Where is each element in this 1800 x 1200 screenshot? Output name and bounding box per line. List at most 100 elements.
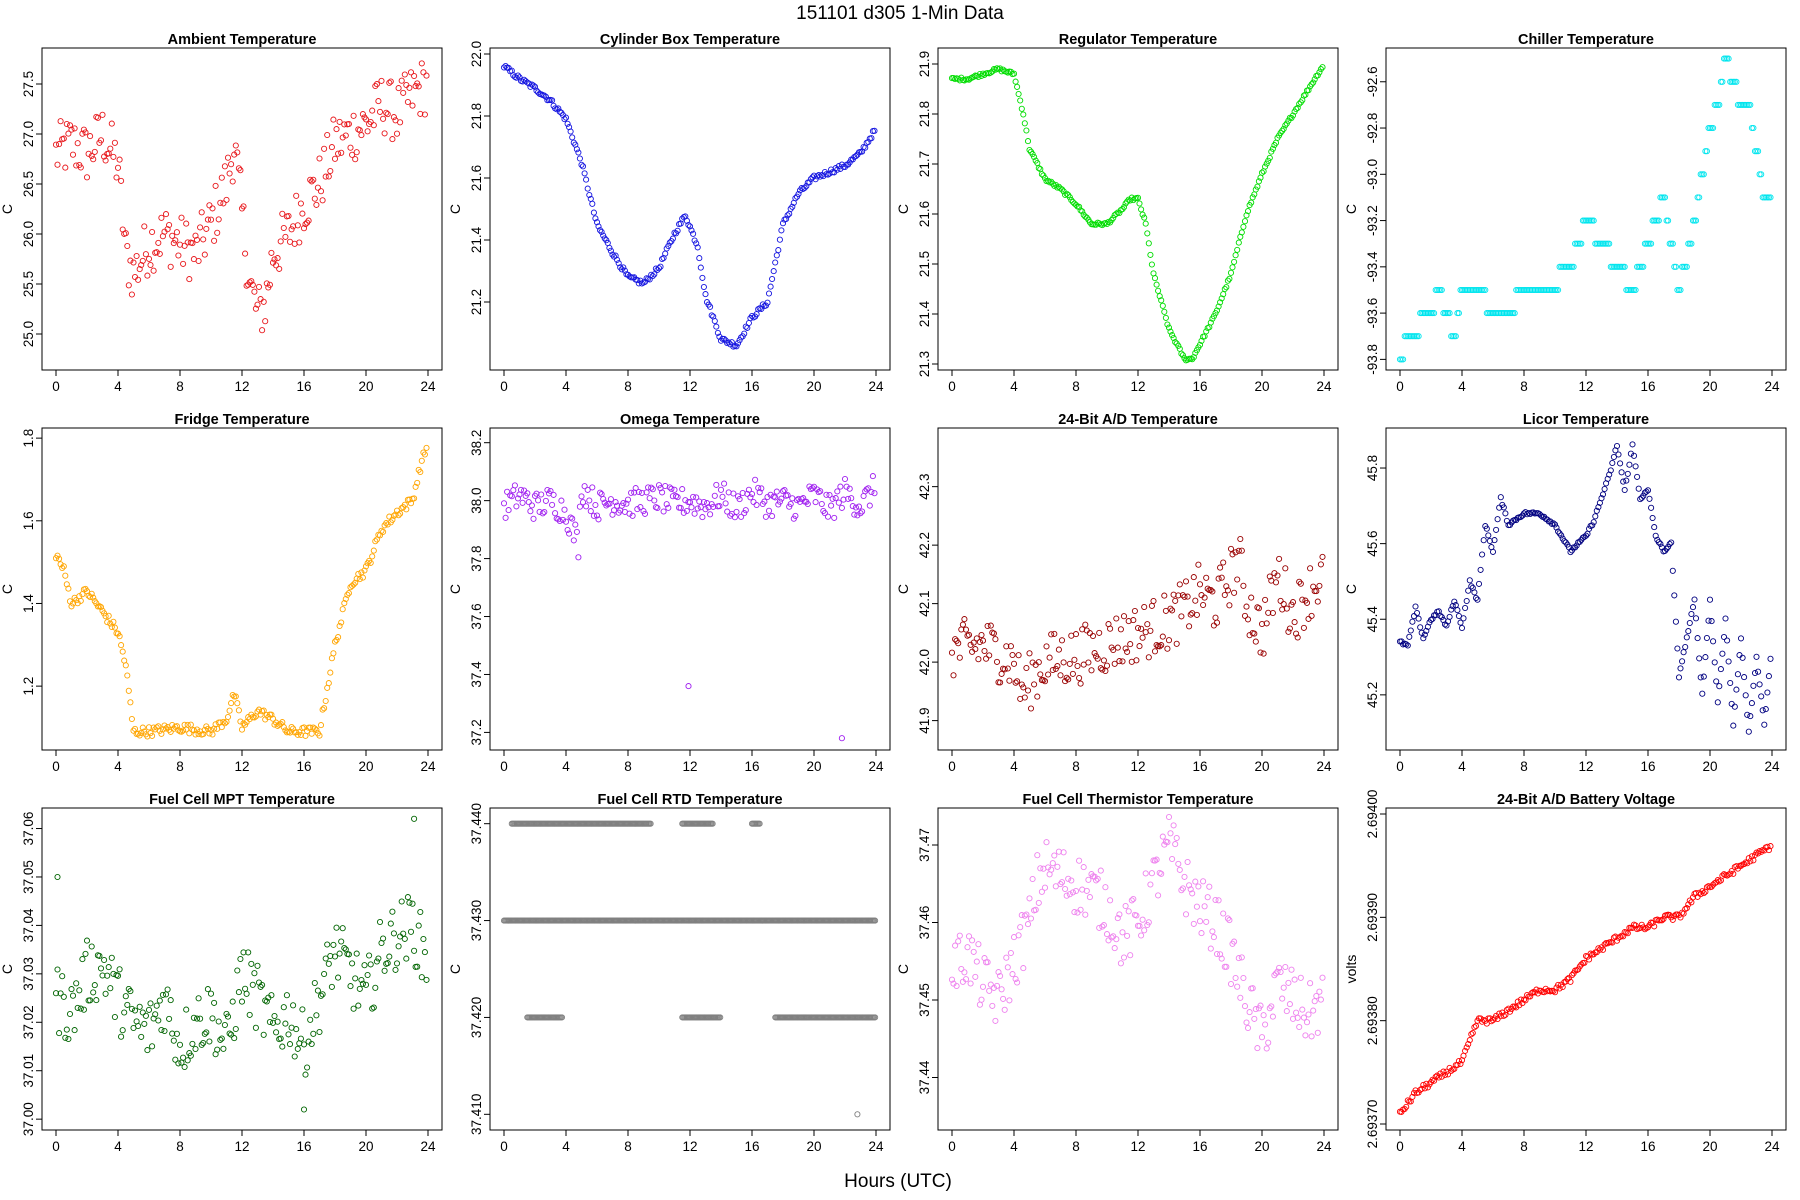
data-point xyxy=(197,224,204,231)
x-tick-label: 0 xyxy=(948,759,956,774)
data-point xyxy=(1658,194,1665,201)
data-point xyxy=(397,510,404,517)
data-point xyxy=(778,495,785,502)
y-tick-label: 37.4 xyxy=(469,661,484,688)
data-point xyxy=(1462,286,1469,294)
data-point xyxy=(97,604,105,611)
data-point xyxy=(232,142,239,149)
data-point xyxy=(286,729,294,736)
x-tick-label: 20 xyxy=(1702,1139,1717,1154)
data-point xyxy=(838,504,845,511)
data-point xyxy=(1051,630,1058,637)
data-point xyxy=(1213,619,1221,626)
data-point xyxy=(116,633,123,640)
data-point xyxy=(872,917,879,924)
data-point xyxy=(1663,545,1670,552)
data-point xyxy=(1308,612,1315,619)
data-point xyxy=(804,500,811,508)
data-point xyxy=(1113,210,1120,217)
data-point xyxy=(1241,1003,1249,1010)
data-point xyxy=(251,714,258,721)
data-point xyxy=(1762,706,1769,713)
x-tick-label: 20 xyxy=(1702,759,1717,774)
data-point xyxy=(1761,847,1768,854)
data-point xyxy=(1630,452,1638,459)
x-tick-label: 16 xyxy=(296,759,311,774)
data-point xyxy=(372,538,379,545)
data-point xyxy=(1266,1005,1273,1012)
data-point xyxy=(1223,284,1230,291)
data-point xyxy=(655,265,663,272)
data-point xyxy=(279,1043,286,1050)
data-point xyxy=(1023,664,1030,672)
data-point xyxy=(1251,1015,1258,1022)
data-point xyxy=(1491,310,1498,317)
data-point xyxy=(235,989,242,996)
data-point xyxy=(1243,1019,1250,1026)
data-point xyxy=(390,114,397,121)
data-point xyxy=(1116,658,1123,665)
data-point xyxy=(1176,866,1183,873)
data-point xyxy=(595,516,602,523)
data-point xyxy=(266,1018,273,1026)
data-point xyxy=(1765,847,1772,854)
x-tick-label: 24 xyxy=(1316,759,1332,774)
data-point xyxy=(806,179,813,186)
data-point xyxy=(1643,488,1650,495)
data-point xyxy=(60,135,67,142)
data-point xyxy=(1702,654,1709,661)
data-point xyxy=(211,999,218,1006)
data-point xyxy=(1169,332,1176,339)
data-point xyxy=(1404,1097,1411,1104)
data-point xyxy=(279,210,286,217)
data-point xyxy=(79,956,86,963)
data-point xyxy=(1458,624,1466,632)
data-point xyxy=(313,1012,320,1019)
data-point xyxy=(1252,1006,1259,1013)
data-point xyxy=(308,730,315,737)
data-point xyxy=(221,163,228,170)
data-point xyxy=(1319,64,1326,71)
data-point xyxy=(637,504,644,511)
data-point xyxy=(1480,286,1487,294)
data-point xyxy=(1502,510,1509,517)
data-point xyxy=(376,108,384,115)
y-tick-label: 21.2 xyxy=(469,289,484,315)
x-tick-label: 16 xyxy=(744,759,759,774)
data-point xyxy=(674,494,681,501)
data-point xyxy=(1215,303,1222,310)
data-point xyxy=(1049,860,1056,867)
data-point xyxy=(1100,657,1107,664)
series-points xyxy=(52,60,430,334)
data-point xyxy=(336,950,343,957)
data-point xyxy=(1297,580,1304,587)
data-point xyxy=(311,195,318,202)
data-point xyxy=(87,133,94,140)
x-tick-label: 4 xyxy=(562,379,570,394)
data-point xyxy=(817,488,824,495)
data-point xyxy=(88,152,95,160)
data-point xyxy=(273,1029,280,1036)
data-point xyxy=(345,951,352,958)
data-point xyxy=(1182,578,1190,585)
data-point xyxy=(110,153,117,160)
data-point xyxy=(99,972,106,979)
data-point xyxy=(409,102,416,109)
data-point xyxy=(1534,286,1541,294)
data-point xyxy=(1555,286,1562,294)
data-point xyxy=(1283,1008,1290,1015)
data-point xyxy=(90,594,97,601)
data-point xyxy=(1260,650,1267,657)
data-point xyxy=(300,225,308,232)
data-point xyxy=(1713,101,1720,108)
data-point xyxy=(335,634,342,641)
y-tick-label: 1.8 xyxy=(21,429,36,448)
data-point xyxy=(1175,592,1182,599)
data-point xyxy=(1765,673,1772,680)
data-point xyxy=(1117,626,1124,633)
x-tick-label: 0 xyxy=(500,759,508,774)
data-point xyxy=(1767,194,1774,201)
data-point xyxy=(868,135,875,142)
data-point xyxy=(672,493,680,500)
